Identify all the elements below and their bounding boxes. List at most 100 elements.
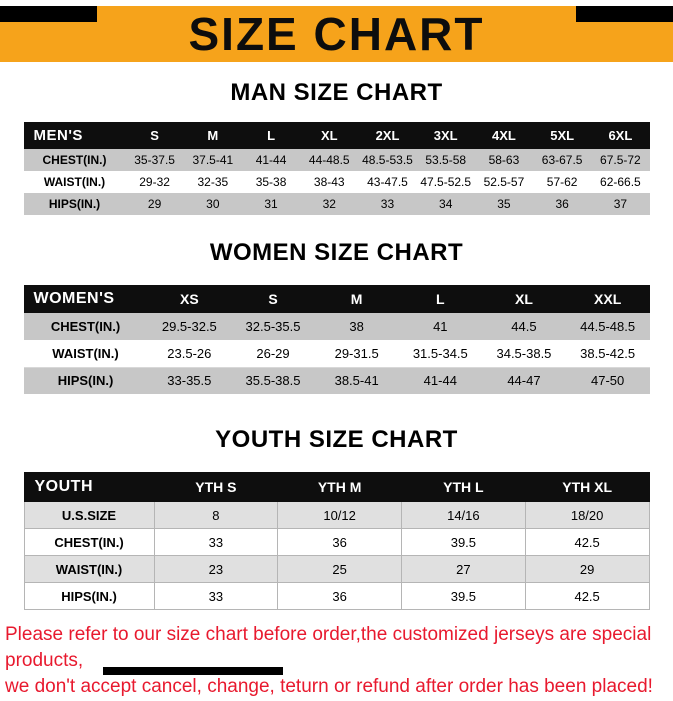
table-row: CHEST(IN.) 33 36 39.5 42.5 [23, 528, 650, 556]
men-section-heading: MAN SIZE CHART [230, 79, 443, 106]
table-header-row: MEN'S S M L XL 2XL 3XL 4XL 5XL 6XL [23, 122, 650, 149]
size-column-header: 5XL [550, 128, 575, 143]
size-value: 34 [439, 197, 453, 211]
size-value: 26-29 [256, 345, 290, 361]
men-size-table: MEN'S S M L XL 2XL 3XL 4XL 5XL 6XL CHEST(IN.) 35-37… [23, 122, 650, 215]
youth-size-chart-section: YOUTH SIZE CHART YOUTH YTH S YTH M YTH L YTH… [0, 426, 673, 610]
youth-size-table: YOUTH YTH S YTH M YTH L YTH XL U.S.SIZE 8 10/12… [23, 472, 650, 610]
size-value: 67.5-72 [600, 153, 641, 167]
women-section-heading: WOMEN SIZE CHART [209, 239, 464, 266]
size-value: 47-50 [591, 373, 625, 389]
men-size-chart-section: MAN SIZE CHART MEN'S S M L XL 2XL 3XL 4XL 5XL 6XL… [0, 79, 673, 215]
table-row: CHEST(IN.) 29.5-32.5 32.5-35.5 38 41 44.5 44.5… [23, 313, 650, 340]
size-value: 29 [524, 555, 650, 583]
size-column-header: YTH L [401, 472, 526, 502]
youth-section-heading: YOUTH SIZE CHART [215, 426, 458, 453]
table-row: HIPS(IN.) 33 36 39.5 42.5 [23, 582, 650, 610]
size-value: 44-47 [507, 373, 541, 389]
row-label: WAIST(IN.) [43, 175, 106, 189]
size-value: 35 [497, 197, 511, 211]
size-value: 29-31.5 [334, 345, 379, 361]
size-column-header: S [268, 291, 278, 307]
row-label: CHEST(IN.) [23, 528, 155, 556]
size-value: 38.5-41 [334, 373, 379, 389]
row-label: WAIST(IN.) [23, 555, 155, 583]
table-row: WAIST(IN.) 23.5-26 26-29 29-31.5 31.5-34.5 34… [23, 340, 650, 367]
size-column-header: M [350, 291, 363, 307]
size-value: 39.5 [401, 582, 526, 610]
women-size-table: WOMEN'S XS S M L XL XXL CHEST(IN.) 29.5-32.5 32.5… [23, 285, 650, 394]
size-value: 33 [380, 197, 395, 211]
table-row: U.S.SIZE 8 10/12 14/16 18/20 [23, 501, 650, 529]
size-column-header: 4XL [492, 128, 516, 143]
notice-line-1: Please refer to our size chart before or… [5, 624, 652, 672]
size-value: 42.5 [524, 528, 650, 556]
size-value: 33 [153, 528, 279, 556]
size-value: 52.5-57 [483, 175, 525, 189]
table-row: WAIST(IN.) 23 25 27 29 [23, 555, 650, 583]
size-value: 35-37.5 [134, 153, 175, 167]
size-value: 25 [277, 555, 402, 583]
size-value: 44.5-48.5 [580, 319, 636, 334]
size-column-header: XXL [594, 291, 622, 307]
row-label: CHEST(IN.) [50, 319, 121, 334]
size-value: 29-32 [139, 175, 170, 189]
size-value: 57-62 [546, 175, 578, 189]
size-value: 63-67.5 [541, 153, 583, 167]
table-header-row: YOUTH YTH S YTH M YTH L YTH XL [23, 472, 650, 502]
size-value: 58-63 [488, 153, 520, 167]
row-label: U.S.SIZE [23, 501, 155, 529]
size-value: 36 [277, 528, 402, 556]
table-category-header: YOUTH [23, 472, 155, 502]
order-notice: Please refer to our size chart before or… [0, 622, 673, 701]
size-value: 32 [322, 197, 336, 211]
size-value: 41-44 [255, 153, 287, 167]
size-value: 48.5-53.5 [362, 153, 413, 167]
size-column-header: 2XL [375, 128, 400, 143]
banner: SIZE CHART [0, 6, 673, 62]
table-category-header: MEN'S [33, 127, 83, 144]
size-value: 44-48.5 [308, 153, 350, 167]
size-column-header: XL [320, 128, 338, 143]
size-value: 39.5 [401, 528, 526, 556]
table-row: WAIST(IN.) 29-32 32-35 35-38 38-43 43-47.5 47.… [24, 171, 650, 193]
size-value: 44.5 [511, 319, 537, 334]
top-right-corner-bar [576, 6, 673, 22]
row-label: CHEST(IN.) [42, 153, 107, 167]
size-value: 42.5 [524, 582, 650, 610]
size-column-header: L [267, 128, 276, 143]
size-value: 31 [264, 197, 278, 211]
size-value: 53.5-58 [425, 153, 467, 167]
table-category-header: WOMEN'S [33, 290, 115, 307]
notice-line-2: we don't accept cancel, change, teturn o… [5, 676, 653, 698]
size-value: 36 [277, 582, 402, 610]
row-label: WAIST(IN.) [52, 345, 119, 361]
size-value: 10/12 [277, 501, 402, 529]
size-column-header: L [436, 291, 445, 307]
size-value: 34.5-38.5 [496, 345, 552, 361]
size-value: 29 [147, 197, 162, 211]
size-column-header: XL [515, 291, 533, 307]
size-column-header: S [150, 128, 159, 143]
size-value: 37.5-41 [192, 153, 234, 167]
size-chart-page: SIZE CHART MAN SIZE CHART MEN'S S M L XL 2XL 3… [0, 6, 673, 701]
size-value: 14/16 [401, 501, 526, 529]
size-value: 62-66.5 [600, 175, 641, 189]
size-column-header: YTH M [277, 472, 402, 502]
women-size-chart-section: WOMEN SIZE CHART WOMEN'S XS S M L XL XXL CHEST(… [0, 239, 673, 394]
size-column-header: 3XL [433, 128, 458, 143]
size-value: 41 [433, 319, 448, 334]
row-label: HIPS(IN.) [57, 373, 114, 389]
table-row: CHEST(IN.) 35-37.5 37.5-41 41-44 44-48.5 48.5… [23, 149, 650, 171]
page-title: SIZE CHART [188, 8, 485, 60]
size-value: 27 [401, 555, 526, 583]
size-value: 23.5-26 [167, 345, 212, 361]
size-column-header: YTH XL [524, 472, 650, 502]
top-left-corner-bar [0, 6, 97, 22]
row-label: HIPS(IN.) [48, 197, 101, 211]
size-value: 36 [555, 197, 569, 211]
size-value: 18/20 [524, 501, 650, 529]
size-value: 30 [206, 197, 220, 211]
size-value: 35-38 [255, 175, 287, 189]
size-value: 29.5-32.5 [161, 319, 217, 334]
